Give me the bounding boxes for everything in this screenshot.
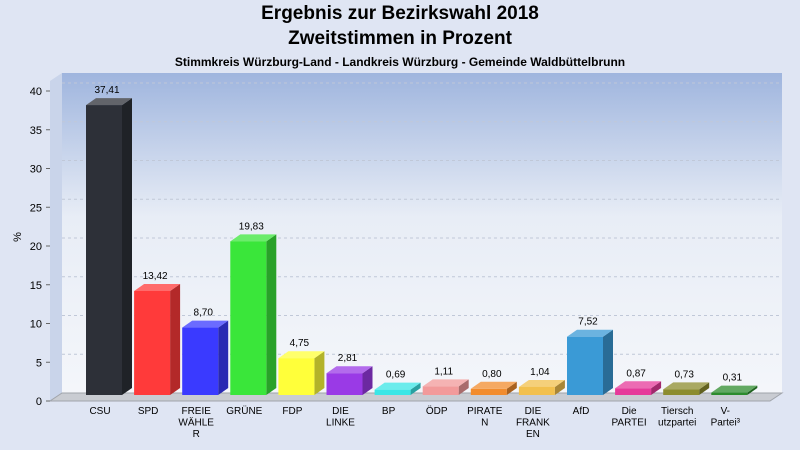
bar-value-label: 4,75 xyxy=(290,338,310,349)
bar xyxy=(663,389,700,395)
chart-subtitle: Stimmkreis Würzburg-Land - Landkreis Wür… xyxy=(174,55,626,69)
x-category-label: FDP xyxy=(282,406,302,417)
x-category-label: WÄHLE xyxy=(178,417,214,429)
bar xyxy=(374,389,411,395)
bar-side xyxy=(747,385,758,395)
bar-value-label: 13,42 xyxy=(143,271,168,282)
x-category-label: Tiersch xyxy=(661,406,693,417)
y-tick-label: 20 xyxy=(30,241,42,253)
x-category-label: PIRATE xyxy=(467,406,503,417)
bar xyxy=(230,241,267,395)
bar-value-label: 2,81 xyxy=(338,353,358,364)
x-category-label: R xyxy=(193,429,200,440)
bar xyxy=(470,388,507,395)
bar xyxy=(518,386,555,395)
bar-side xyxy=(554,379,565,395)
chart-title: Ergebnis zur Bezirkswahl 2018 xyxy=(261,3,539,24)
bar-side xyxy=(603,329,613,395)
x-category-label: BP xyxy=(382,406,396,417)
bar-side xyxy=(651,381,662,395)
bar-side xyxy=(410,382,421,395)
bar-value-label: 1,04 xyxy=(530,367,550,378)
bar-side xyxy=(699,382,710,395)
x-category-label: DIE xyxy=(525,406,542,417)
y-tick-label: 0 xyxy=(36,396,42,408)
bar-value-label: 0,73 xyxy=(674,369,694,380)
bar xyxy=(278,358,315,395)
bar xyxy=(567,336,603,395)
y-tick-label: 35 xyxy=(30,125,42,137)
bar-top xyxy=(86,98,132,106)
bar-side xyxy=(458,379,469,395)
x-category-label: Die xyxy=(622,406,637,417)
x-category-label: V- xyxy=(721,406,730,417)
bar-top xyxy=(518,379,565,387)
bar xyxy=(182,327,219,395)
bar-side xyxy=(266,234,277,395)
bar xyxy=(86,105,122,395)
chart-title-line2: Zweitstimmen in Prozent xyxy=(288,28,512,49)
x-category-label: utzpartei xyxy=(658,418,696,429)
bar-top xyxy=(374,382,421,390)
bar-top xyxy=(663,382,710,390)
bar-value-label: 19,83 xyxy=(239,221,264,232)
x-category-label: SPD xyxy=(138,406,159,417)
bar-top xyxy=(278,351,325,359)
x-category-label: Partei³ xyxy=(711,418,741,429)
x-category-label: GRÜNE xyxy=(226,405,262,417)
bar-side xyxy=(122,98,132,395)
bar xyxy=(422,386,459,395)
bar xyxy=(326,373,363,395)
y-tick-label: 30 xyxy=(30,164,42,176)
bar-value-label: 0,80 xyxy=(482,369,502,380)
y-tick-label: 40 xyxy=(30,86,42,98)
y-tick-label: 15 xyxy=(30,280,42,292)
plot-side-wall xyxy=(50,73,62,401)
x-category-label: N xyxy=(481,418,488,429)
bar-top xyxy=(326,366,373,374)
plot-back-wall xyxy=(62,73,782,393)
bar-top xyxy=(422,379,469,387)
bar-top xyxy=(711,385,758,393)
y-tick-label: 10 xyxy=(30,319,42,331)
y-tick-label: 5 xyxy=(36,357,42,369)
x-category-label: AfD xyxy=(573,406,590,417)
bar-top xyxy=(615,381,662,389)
bar-value-label: 0,69 xyxy=(386,370,406,381)
bar-side xyxy=(506,381,517,395)
bar-value-label: 37,41 xyxy=(94,85,119,96)
bar-side xyxy=(362,366,373,395)
x-category-label: ÖDP xyxy=(426,405,448,417)
bar-value-label: 1,11 xyxy=(434,366,453,377)
x-category-label: DIE xyxy=(332,406,349,417)
bar-side xyxy=(218,320,229,395)
x-category-label: CSU xyxy=(89,406,110,417)
bar-side xyxy=(170,283,181,395)
bar-top xyxy=(470,381,517,389)
bar xyxy=(134,290,171,395)
x-category-label: LINKE xyxy=(326,418,355,429)
bar-value-label: 8,70 xyxy=(193,308,213,319)
bar-side xyxy=(314,351,325,395)
bar-top xyxy=(567,329,613,337)
x-category-label: FREIE xyxy=(181,406,211,417)
bar xyxy=(615,388,652,395)
bar-top xyxy=(230,234,277,242)
y-axis-label: % xyxy=(12,232,24,242)
bar-top xyxy=(134,283,181,291)
x-category-label: EN xyxy=(526,429,540,440)
bar xyxy=(711,392,748,395)
y-tick-label: 25 xyxy=(30,202,42,214)
bar-value-label: 7,52 xyxy=(578,317,598,328)
x-category-label: FRANK xyxy=(516,418,550,429)
x-category-label: PARTEI xyxy=(611,418,646,429)
bar-value-label: 0,87 xyxy=(626,368,646,379)
bar-value-label: 0,31 xyxy=(723,373,743,384)
bar-top xyxy=(182,320,229,328)
